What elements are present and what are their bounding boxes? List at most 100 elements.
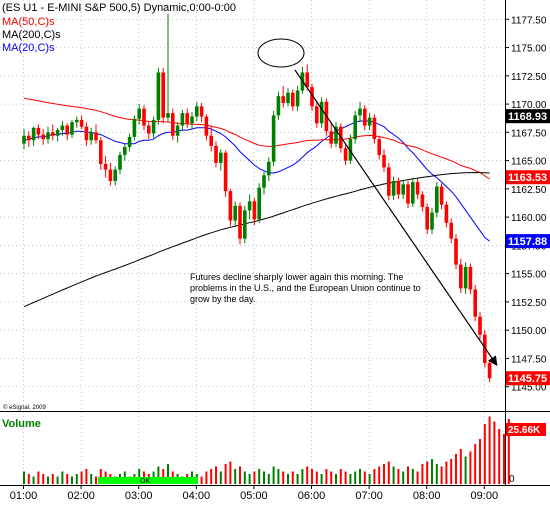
- candle-body: [31, 127, 36, 141]
- candle-body: [353, 115, 357, 140]
- volume-bar: [277, 469, 280, 484]
- volume-bar: [287, 474, 289, 484]
- time-tick-label: 05:00: [240, 490, 268, 502]
- candle-body: [238, 205, 242, 239]
- candle-body: [151, 119, 156, 134]
- candles: [22, 13, 492, 383]
- volume-bar: [315, 471, 318, 484]
- candle-body: [295, 90, 300, 107]
- volume-bar: [359, 469, 361, 484]
- candle-body: [454, 238, 458, 265]
- volume-bar: [162, 469, 165, 484]
- ma20-line: [23, 120, 490, 242]
- candle-body: [473, 289, 477, 317]
- candle-body: [463, 266, 468, 289]
- chart-title: (ES U1 - E-MINI S&P 500,5) Dynamic,0:00-…: [2, 2, 236, 14]
- volume-bar: [392, 466, 395, 484]
- volume-bar: [503, 434, 505, 484]
- candle-body: [487, 362, 492, 379]
- volume-bar: [320, 474, 323, 484]
- volume-bar: [378, 466, 381, 484]
- candle-body: [103, 164, 108, 170]
- candle-body: [46, 132, 50, 140]
- price-badge-bg: [506, 234, 550, 249]
- candle-body: [132, 118, 137, 137]
- candle-body: [387, 167, 391, 196]
- price-badges: 1168.93 1163.53 1157.88 1145.75: [506, 109, 550, 386]
- volume-bar: [339, 469, 342, 484]
- candle-body: [286, 92, 290, 103]
- candle-body: [348, 139, 353, 161]
- candle-body: [180, 113, 185, 126]
- volume-bar: [387, 461, 390, 484]
- candle-body: [60, 125, 65, 131]
- volume-bar: [335, 474, 337, 484]
- volume-bar: [224, 464, 227, 484]
- candle-body: [204, 116, 209, 136]
- candle-body: [219, 152, 223, 163]
- candle-body: [406, 184, 410, 204]
- candle-body: [137, 108, 141, 119]
- volume-label: Volume: [2, 418, 41, 430]
- price-badge: 1145.75: [508, 373, 547, 385]
- volume-bar: [354, 471, 357, 484]
- volume-bar: [267, 474, 270, 484]
- volume-bar: [239, 466, 241, 484]
- candle-body: [262, 175, 266, 188]
- candle-body: [123, 147, 127, 155]
- candle-body: [199, 106, 204, 117]
- volume-bar: [402, 471, 405, 484]
- volume-bar: [27, 474, 30, 484]
- candle-body: [27, 135, 31, 141]
- volume-bar: [455, 454, 457, 484]
- candle-body: [444, 204, 449, 223]
- volume-bar: [363, 471, 366, 484]
- candle-body: [425, 206, 429, 230]
- volume-badge-bg: [506, 423, 546, 436]
- candle-body: [113, 169, 117, 181]
- grid: [0, 0, 505, 485]
- time-ticks: 01:00 02:00 03:00 04:00 05:00 06:00 07:00 08:00…: [10, 485, 498, 502]
- volume-bar: [306, 466, 309, 484]
- candle-body: [372, 117, 377, 140]
- candle-body: [36, 127, 41, 135]
- volume-bar: [229, 461, 232, 484]
- candle-body: [291, 92, 295, 107]
- candle-body: [435, 186, 439, 213]
- volume-bar: [200, 476, 203, 484]
- candle-body: [70, 122, 74, 135]
- volume-bar: [368, 474, 371, 484]
- volume-bar: [80, 471, 83, 484]
- candle-body: [468, 266, 473, 290]
- volume-bar: [90, 474, 93, 484]
- volume-bar: [493, 421, 496, 484]
- volume-bar: [243, 471, 246, 484]
- candle-body: [252, 201, 257, 220]
- candle-body: [459, 264, 463, 289]
- volume-bar: [248, 474, 251, 484]
- volume-bar: [498, 429, 501, 484]
- candle-body: [401, 184, 405, 195]
- volume-bar: [272, 466, 275, 484]
- volume-bar: [421, 464, 424, 484]
- candle-body: [166, 113, 170, 118]
- candle-body: [257, 187, 261, 220]
- volume-axis-zero: 0: [509, 474, 515, 485]
- candle-body: [439, 186, 444, 205]
- volume-bar: [253, 471, 256, 484]
- volume-bar: [205, 471, 208, 484]
- status-text: OK: [140, 478, 150, 485]
- candle-body: [319, 101, 324, 124]
- volume-bar: [157, 466, 160, 484]
- volume-bar: [291, 471, 294, 484]
- volume-bar: [95, 476, 97, 484]
- time-tick-label: 04:00: [183, 490, 211, 502]
- volume-bar: [56, 476, 59, 484]
- price-tick-label: 1145.00: [511, 383, 547, 394]
- volume-bar: [263, 471, 265, 484]
- volume-bar: [325, 469, 328, 484]
- volume-bar: [416, 471, 419, 484]
- time-tick-label: 08:00: [413, 490, 441, 502]
